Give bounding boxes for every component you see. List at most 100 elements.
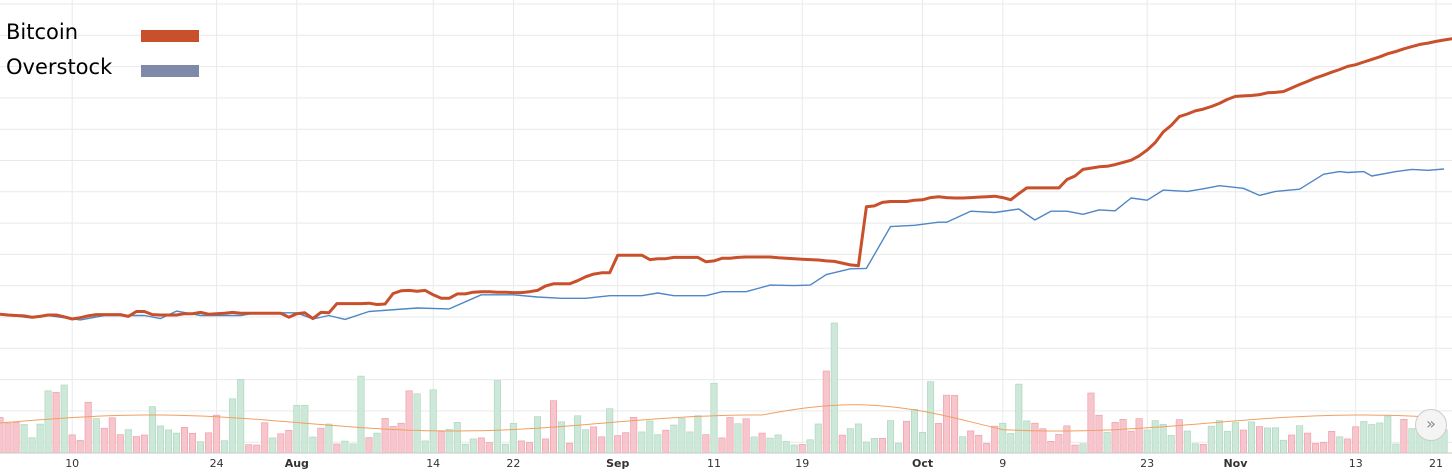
volume-bar (814, 423, 822, 454)
volume-bar (654, 434, 662, 454)
x-tick-label: 23 (1140, 457, 1154, 470)
volume-bar (1031, 422, 1039, 454)
volume-bar (148, 406, 156, 454)
volume-bar (453, 421, 461, 454)
volume-bar (44, 390, 52, 454)
volume-bar (189, 432, 197, 454)
volume-bar (1039, 428, 1047, 454)
volume-bar (670, 424, 678, 454)
volume-bar (28, 437, 36, 454)
volume-bar (12, 422, 20, 454)
volume-bar (317, 427, 325, 454)
volume-bar (245, 444, 253, 454)
volume-bar (662, 429, 670, 454)
volume-bar (718, 437, 726, 454)
volume-bar (68, 434, 76, 454)
volume-bar (173, 432, 181, 454)
volume-bar (221, 440, 229, 454)
volume-bar (806, 439, 814, 454)
volume-bar (501, 443, 509, 454)
x-tick-label: 24 (210, 457, 224, 470)
x-tick-label: Oct (912, 457, 933, 470)
volume-bar (1103, 431, 1111, 454)
volume-bar (1239, 429, 1247, 454)
volume-bar (229, 398, 237, 454)
legend-swatch-bitcoin (141, 30, 199, 42)
volume-bar (1376, 422, 1384, 454)
chart-grid (0, 0, 1452, 453)
volume-bar (1151, 420, 1159, 454)
volume-bar (1392, 443, 1400, 454)
volume-bar (1087, 392, 1095, 454)
volume-bar (822, 370, 830, 454)
volume-bar (1264, 427, 1272, 454)
volume-bar (333, 443, 341, 454)
volume-bar (1368, 424, 1376, 454)
volume-bar (983, 443, 991, 454)
volume-bar (533, 416, 541, 454)
volume-bar (100, 427, 108, 454)
volume-bar (902, 420, 910, 454)
volume-bar (1055, 434, 1063, 454)
volume-bar (951, 395, 959, 454)
volume-bar (405, 390, 413, 454)
volume-bar (517, 440, 525, 454)
volume-bar (1280, 439, 1288, 454)
volume-bar (84, 401, 92, 454)
volume-bar (750, 436, 758, 454)
volume-bar (373, 432, 381, 454)
scroll-right-button[interactable]: » (1415, 409, 1447, 441)
x-axis: 10 24 Aug 14 22 Sep 11 19 Oct 9 23 Nov 13 21 (0, 452, 1452, 470)
volume-bar (205, 432, 213, 454)
volume-bar (325, 423, 333, 454)
volume-bar (1207, 425, 1215, 454)
x-tick-label: Sep (606, 457, 629, 470)
volume-bar (1304, 432, 1312, 454)
volume-bar (830, 322, 838, 454)
volume-bar (798, 444, 806, 454)
volume-bar (1336, 436, 1344, 454)
volume-bar (782, 441, 790, 454)
volume-bar (734, 423, 742, 454)
volume-bar (1199, 443, 1207, 454)
volume-bar (1143, 429, 1151, 454)
volume-bar (261, 422, 269, 454)
volume-bar (1215, 420, 1223, 454)
volume-bar (1328, 430, 1336, 454)
volume-bar (1007, 433, 1015, 454)
volume-bar (878, 437, 886, 454)
volume-bar (574, 415, 582, 454)
volume-bar (421, 440, 429, 454)
volume-bar (758, 432, 766, 454)
volume-bar (686, 431, 694, 454)
volume-bar (1296, 425, 1304, 454)
volume-bar (541, 438, 549, 454)
volume-bar (975, 434, 983, 454)
volume-bar (108, 417, 116, 454)
volume-bar (622, 432, 630, 454)
x-tick-label: 21 (1429, 457, 1443, 470)
volume-bar (0, 417, 4, 454)
volume-bar (413, 393, 421, 454)
volume-bar (870, 437, 878, 454)
volume-bar (606, 408, 614, 454)
volume-bar (910, 408, 918, 454)
volume-bar (237, 379, 245, 454)
volume-bar (999, 422, 1007, 454)
volume-bar (694, 415, 702, 454)
volume-bar (846, 428, 854, 454)
volume-bar (397, 422, 405, 454)
volume-bar (1360, 421, 1368, 454)
volume-bar (630, 416, 638, 454)
volume-bar (116, 434, 124, 454)
volume-bar (566, 442, 574, 454)
volume-bar (165, 429, 173, 454)
legend-swatch-overstock (141, 65, 199, 77)
volume-bar (886, 420, 894, 454)
legend-label-overstock: Overstock (6, 55, 113, 79)
volume-bar (646, 420, 654, 454)
volume-bar (1272, 427, 1280, 454)
volume-bar (485, 442, 493, 454)
volume-bar (1400, 418, 1408, 454)
